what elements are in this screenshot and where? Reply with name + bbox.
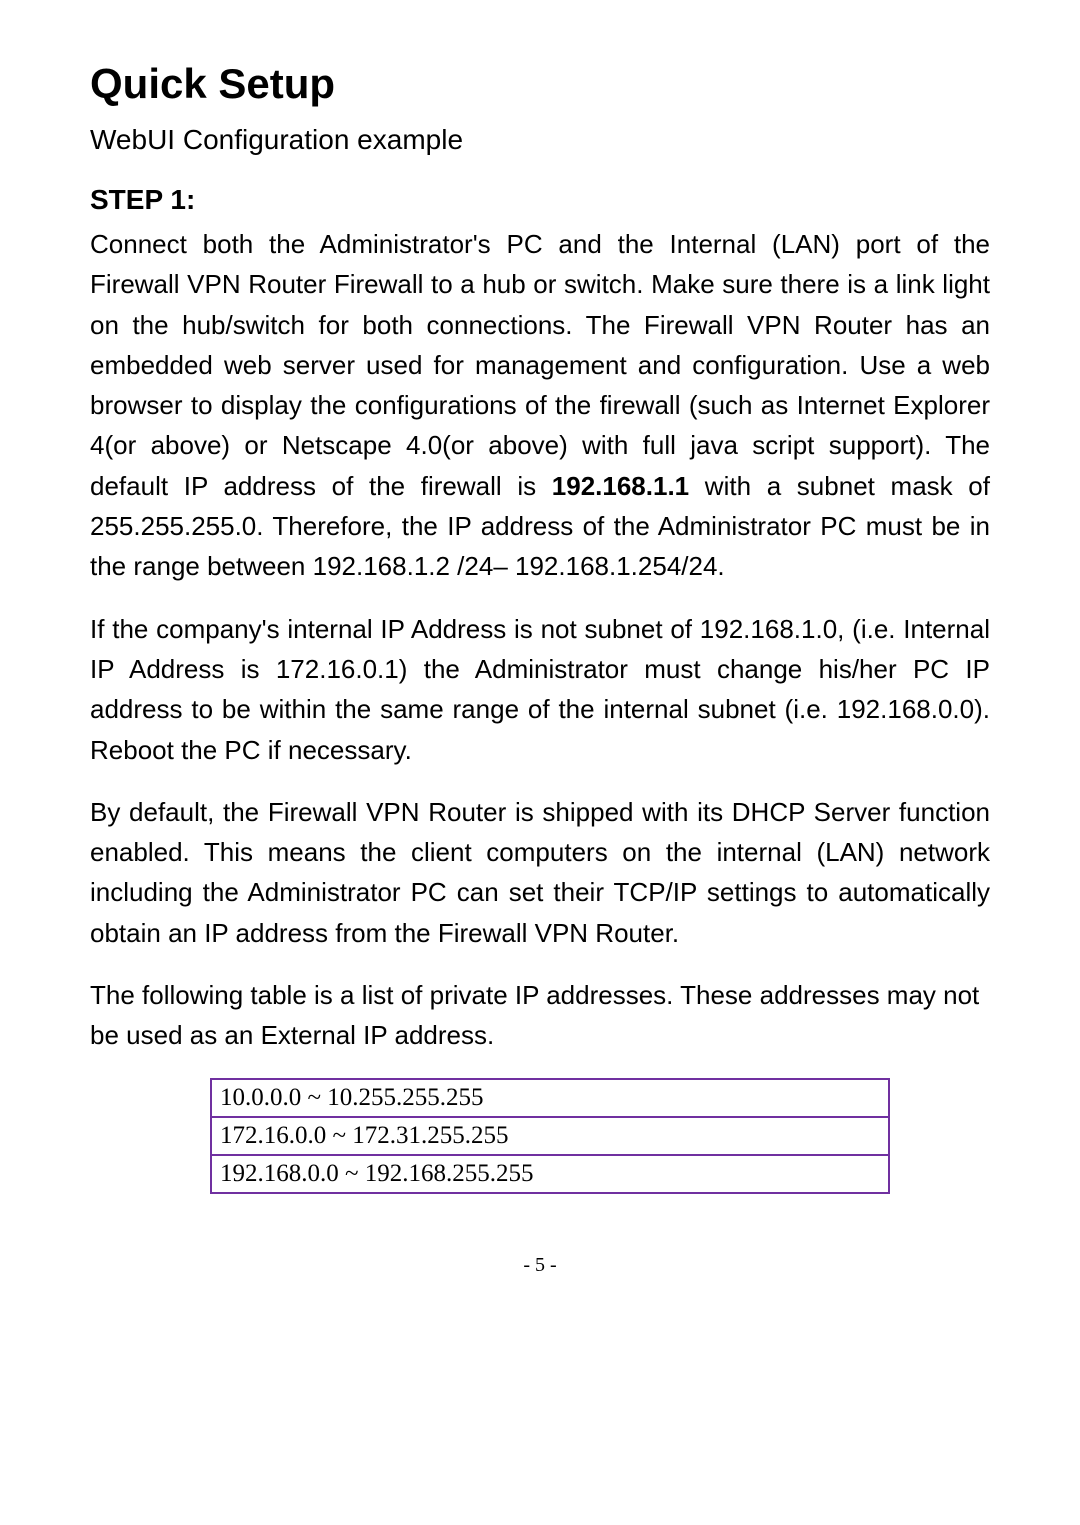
table-row: 172.16.0.0 ~ 172.31.255.255 — [211, 1117, 889, 1155]
table-row: 192.168.0.0 ~ 192.168.255.255 — [211, 1155, 889, 1193]
paragraph-4: The following table is a list of private… — [90, 975, 990, 1056]
paragraph-2: If the company's internal IP Address is … — [90, 609, 990, 770]
page-subtitle: WebUI Configuration example — [90, 124, 990, 156]
paragraph-1: Connect both the Administrator's PC and … — [90, 224, 990, 587]
paragraph-1-bold: 192.168.1.1 — [552, 471, 689, 501]
page-number: - 5 - — [90, 1254, 990, 1277]
table-row: 10.0.0.0 ~ 10.255.255.255 — [211, 1079, 889, 1117]
step-heading: STEP 1: — [90, 184, 990, 216]
ip-range-table: 10.0.0.0 ~ 10.255.255.255 172.16.0.0 ~ 1… — [210, 1078, 890, 1194]
paragraph-1-part-a: Connect both the Administrator's PC and … — [90, 229, 990, 501]
paragraph-3: By default, the Firewall VPN Router is s… — [90, 792, 990, 953]
page-title: Quick Setup — [90, 60, 990, 108]
